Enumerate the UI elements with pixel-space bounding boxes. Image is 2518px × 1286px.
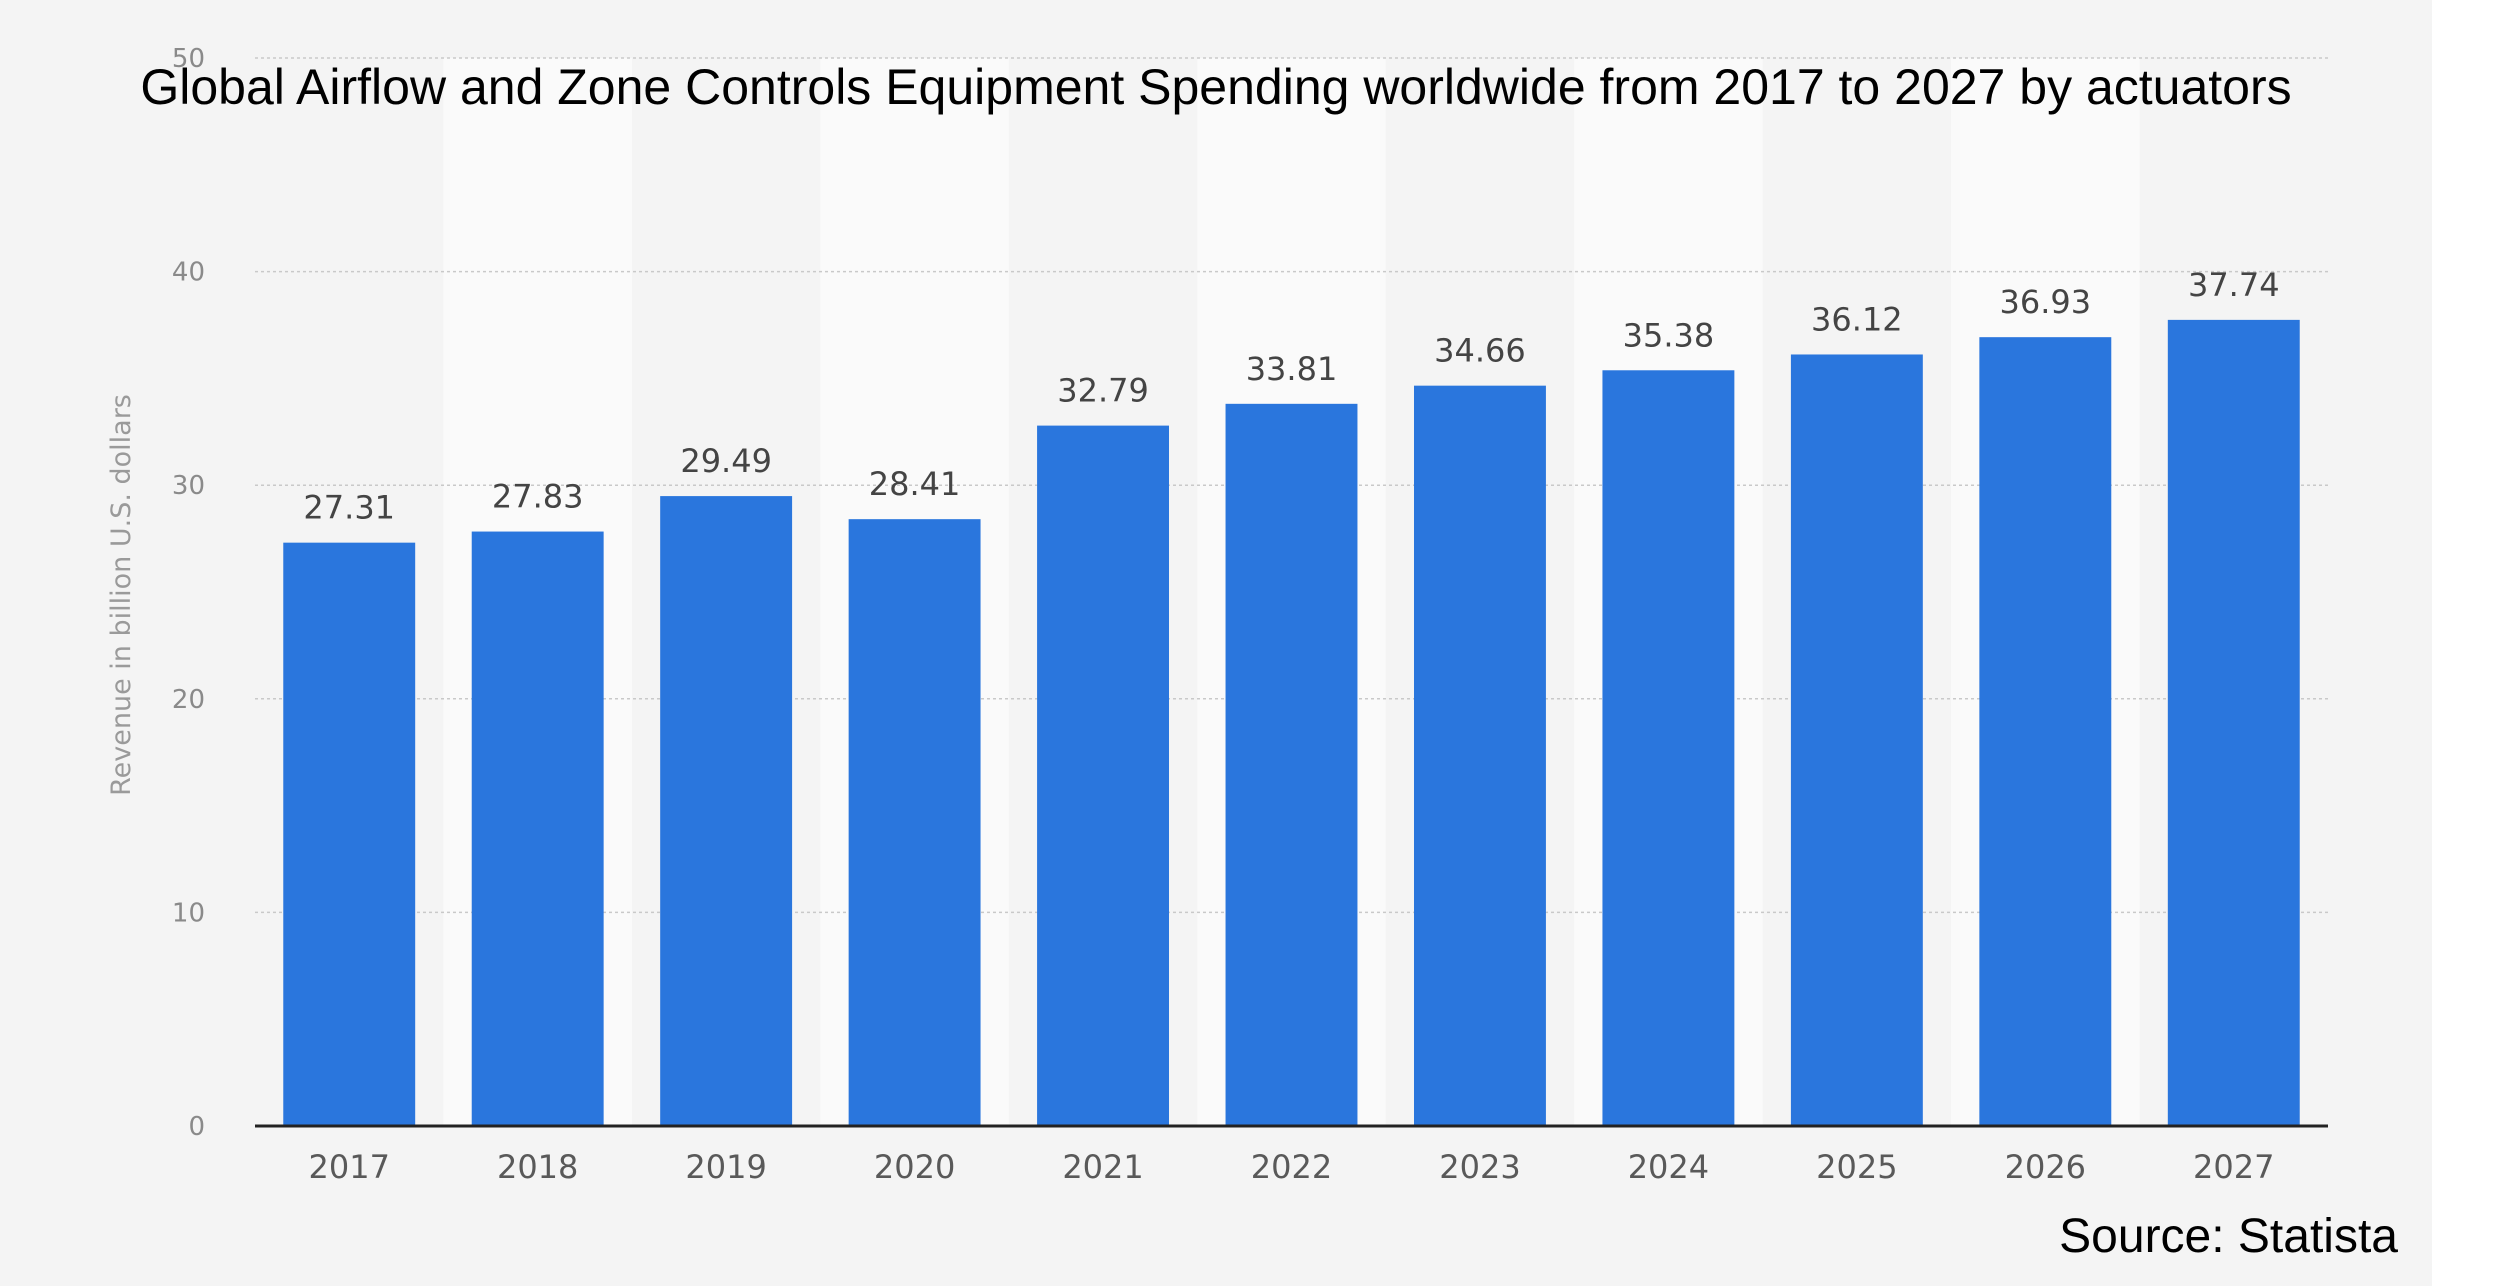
source-note: Source: Statista	[2059, 1210, 2398, 1263]
x-tick-label: 2018	[497, 1148, 578, 1186]
data-label: 27.83	[492, 478, 584, 516]
bar	[1790, 354, 1923, 1126]
y-axis-title: Revenue in billion U.S. dollars	[106, 394, 137, 796]
y-tick-label: 50	[172, 44, 205, 74]
data-label: 37.74	[2188, 266, 2280, 304]
x-tick-label: 2023	[1439, 1148, 1520, 1186]
data-labels: 27.31 27.83 29.49 28.41 32.79 33.81 34.66 35.38…	[303, 266, 2279, 527]
y-tick-label: 20	[172, 685, 205, 715]
x-tick-label: 2019	[685, 1148, 766, 1186]
x-tick-label: 2021	[1062, 1148, 1143, 1186]
y-tick-label: 30	[172, 471, 205, 501]
x-axis-ticks: 2017 2018 2019 2020 2021 2022 2023 2024 2025 2026…	[309, 1148, 2275, 1186]
bar	[283, 542, 416, 1126]
y-axis-ticks: 0 10 20 30 40 50	[172, 44, 205, 1142]
bar	[2167, 319, 2300, 1126]
data-label: 33.81	[1246, 350, 1338, 388]
chart-title: Global Airflow and Zone Controls Equipme…	[140, 59, 2291, 115]
bar	[1037, 425, 1170, 1126]
bar	[1602, 370, 1735, 1126]
data-label: 34.66	[1434, 332, 1526, 370]
y-tick-label: 0	[188, 1112, 205, 1142]
data-label: 29.49	[680, 442, 772, 480]
x-tick-label: 2017	[309, 1148, 390, 1186]
bar	[1225, 403, 1358, 1127]
bar	[660, 496, 793, 1126]
bar	[1979, 337, 2112, 1127]
bars	[283, 319, 2300, 1127]
data-label: 27.31	[303, 489, 395, 527]
data-label: 36.12	[1811, 300, 1903, 338]
data-label: 35.38	[1623, 316, 1715, 354]
x-tick-label: 2025	[1816, 1148, 1897, 1186]
x-tick-label: 2020	[874, 1148, 955, 1186]
bar	[1413, 385, 1546, 1126]
data-label: 32.79	[1057, 372, 1149, 410]
y-tick-label: 10	[172, 898, 205, 928]
bar	[848, 519, 981, 1126]
y-tick-label: 40	[172, 258, 205, 288]
x-tick-label: 2026	[2005, 1148, 2086, 1186]
data-label: 36.93	[2000, 283, 2092, 321]
data-label: 28.41	[869, 465, 961, 503]
x-tick-label: 2022	[1251, 1148, 1332, 1186]
x-tick-label: 2024	[1628, 1148, 1709, 1186]
x-tick-label: 2027	[2193, 1148, 2274, 1186]
bar	[471, 531, 604, 1126]
